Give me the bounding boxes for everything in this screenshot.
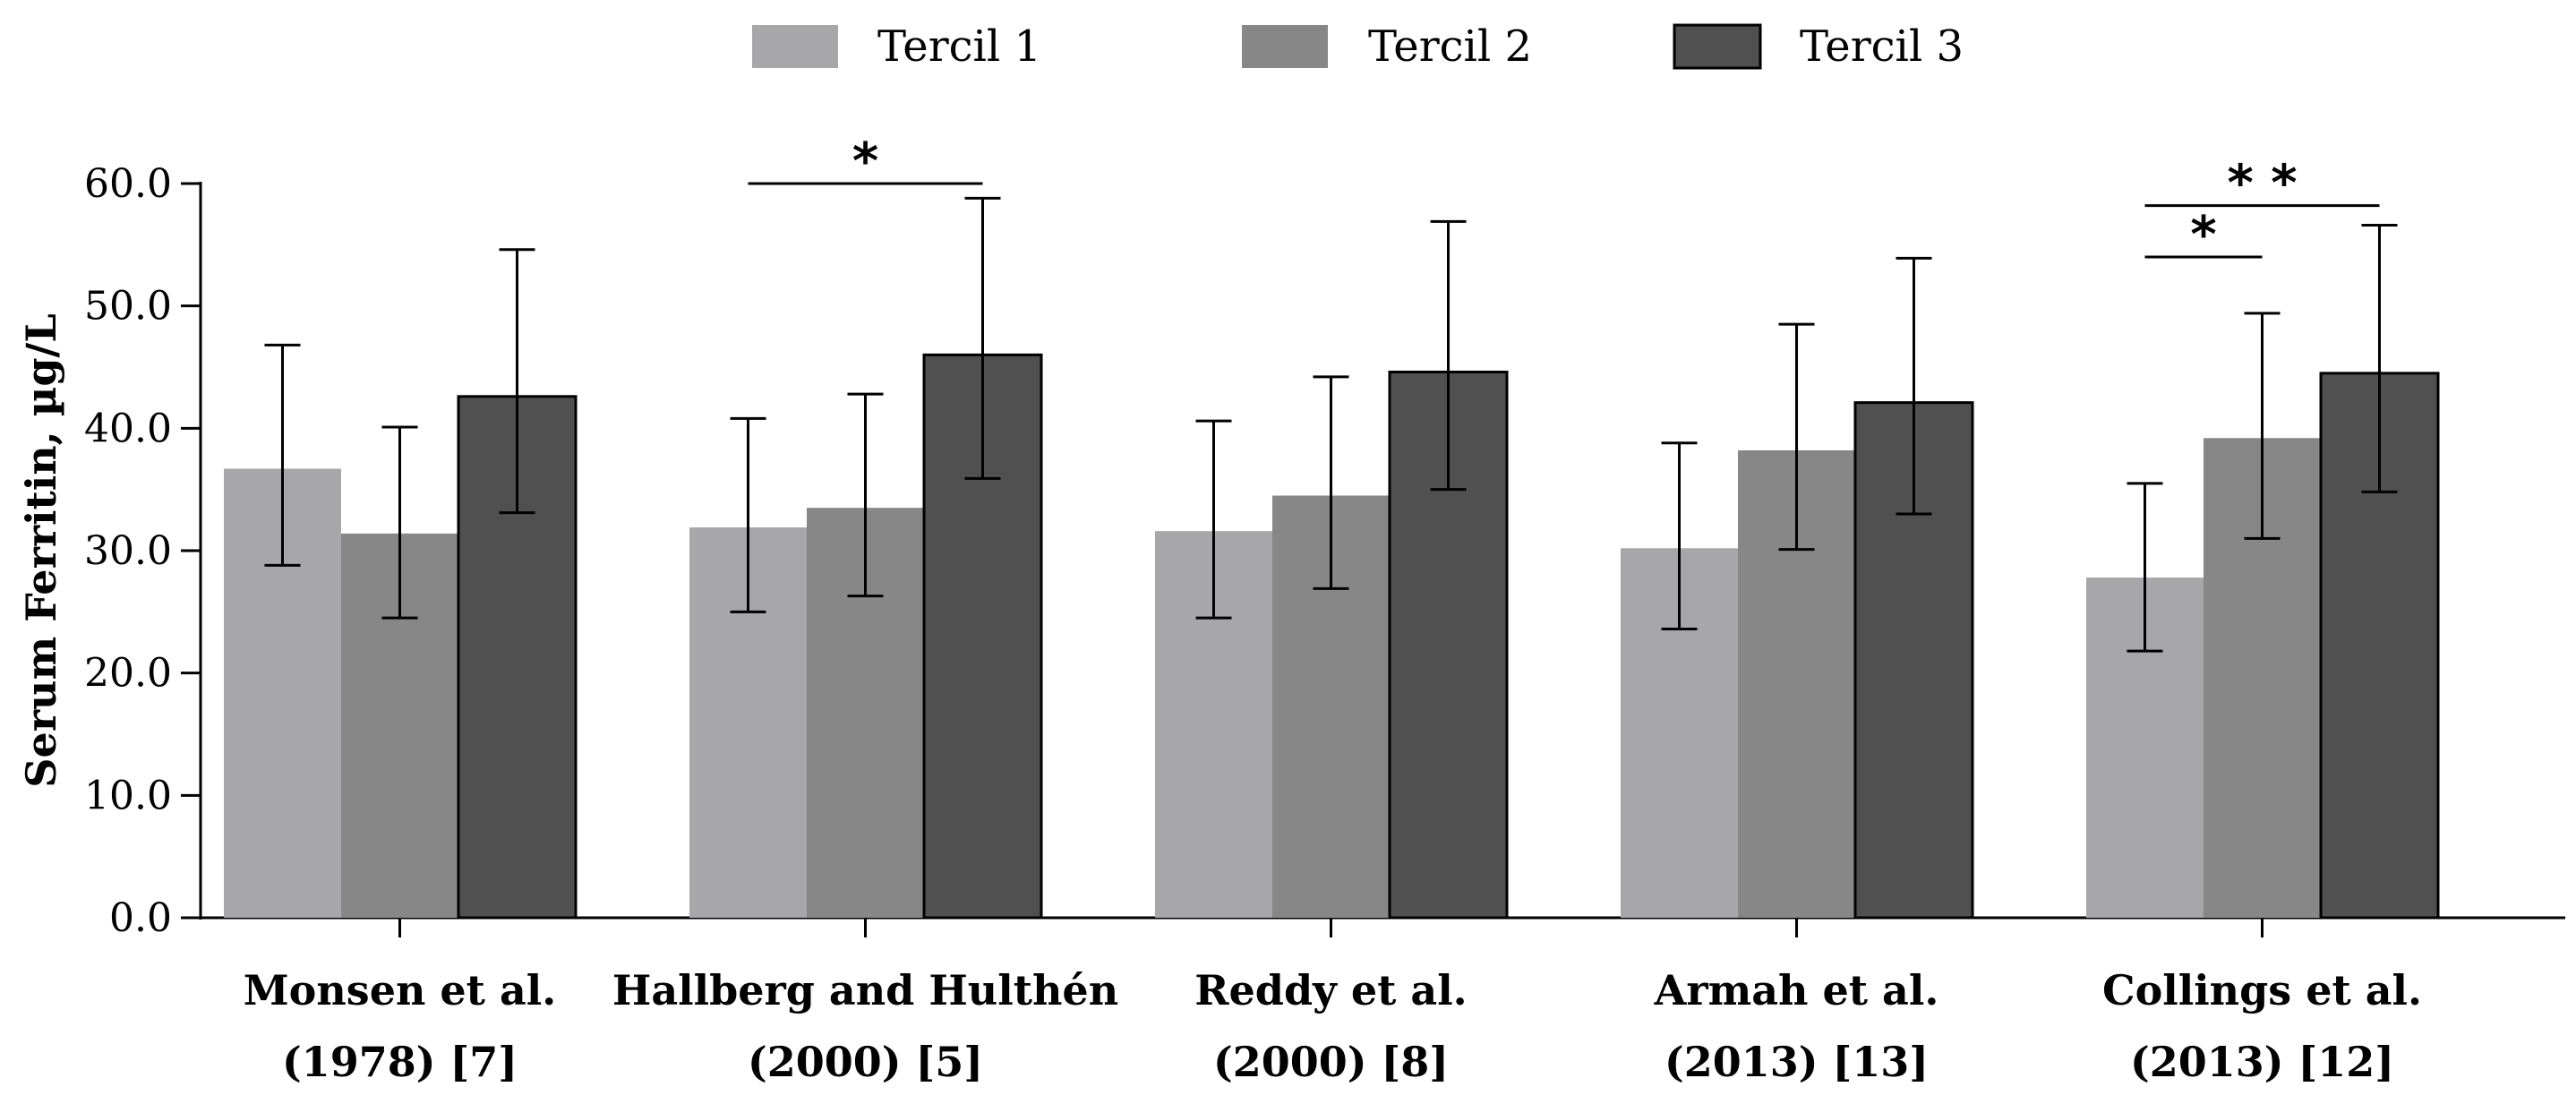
x-tick-label: Collings et al. xyxy=(2102,966,2422,1014)
x-tick-label-citation: (2000) [5] xyxy=(748,1038,983,1086)
y-tick-label: 30.0 xyxy=(84,528,172,574)
x-tick-label-citation: (2013) [12] xyxy=(2130,1038,2394,1086)
legend-label-tercil-3: Tercil 3 xyxy=(1800,21,1964,72)
legend-label-tercil-2: Tercil 2 xyxy=(1368,21,1532,72)
significance-marker-3: * * xyxy=(2227,155,2297,213)
x-tick-label-citation: (2013) [13] xyxy=(1665,1038,1929,1086)
legend-swatch-tercil-1 xyxy=(752,25,838,68)
y-tick-label: 60.0 xyxy=(84,161,172,207)
y-tick-label: 20.0 xyxy=(84,651,172,697)
y-tick-label: 0.0 xyxy=(109,895,172,941)
y-axis-title: Serum Ferritin, µg/L xyxy=(17,313,65,787)
y-tick-label: 40.0 xyxy=(84,406,172,451)
x-tick-label-citation: (1978) [7] xyxy=(282,1038,518,1086)
legend-swatch-tercil-3 xyxy=(1673,23,1762,70)
significance-marker-2: * xyxy=(2190,206,2216,264)
x-tick-label: Monsen et al. xyxy=(244,966,557,1014)
legend-swatch-tercil-2 xyxy=(1242,25,1328,68)
x-tick-label-citation: (2000) [8] xyxy=(1213,1038,1449,1086)
y-tick-label: 50.0 xyxy=(84,284,172,329)
y-tick-label: 10.0 xyxy=(84,773,172,818)
x-tick-label: Armah et al. xyxy=(1654,966,1939,1014)
bar-1-tercil-3 xyxy=(457,395,578,920)
significance-marker-1: * xyxy=(852,133,878,191)
x-tick-label: Reddy et al. xyxy=(1194,966,1467,1014)
legend-label-tercil-1: Tercil 1 xyxy=(877,21,1041,72)
x-tick-label: Hallberg and Hulthén xyxy=(612,966,1118,1014)
